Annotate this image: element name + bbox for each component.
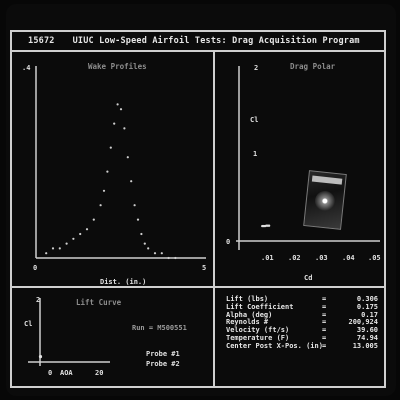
polar-xtick-04: .04 xyxy=(342,254,355,262)
lift-xtick-aoa: AOA xyxy=(60,369,73,377)
polar-ytick-1: 1 xyxy=(253,150,258,158)
wake-xtick-left: 0 xyxy=(33,264,38,272)
wake-xtick-right: 5 xyxy=(202,264,207,272)
wake-point xyxy=(174,256,177,260)
wake-point xyxy=(92,218,95,221)
run-id: 15672 xyxy=(28,36,55,46)
wake-point xyxy=(160,252,163,255)
wake-point xyxy=(116,103,119,106)
panel-divider xyxy=(10,286,386,288)
polar-xlabel: Cd xyxy=(304,274,313,282)
wake-point xyxy=(72,237,75,240)
readout-value: 39.60 xyxy=(356,326,378,335)
wake-point xyxy=(79,232,82,236)
wake-point xyxy=(133,204,136,207)
readout-key: Lift (lbs) xyxy=(226,295,269,303)
readout-key: Alpha (deg) xyxy=(226,310,273,319)
wake-point xyxy=(65,242,68,245)
polar-ylabel: Cl xyxy=(250,116,259,124)
wake-point xyxy=(153,252,157,255)
readout-value: 74.94 xyxy=(356,333,378,342)
wake-point xyxy=(102,189,106,192)
wake-point xyxy=(130,180,133,183)
readout-row-reynolds: Reynolds # = 200,924 xyxy=(226,318,378,327)
readout-row-velocity: Velocity (ft/s) = 39.60 xyxy=(226,326,378,335)
wake-point xyxy=(140,232,143,236)
column-divider xyxy=(213,50,215,388)
polar-xtick-03: .03 xyxy=(315,254,328,262)
readout-row-temperature: Temperature (F) = 74.94 xyxy=(226,333,378,342)
readout-key: Reynolds # xyxy=(226,318,269,327)
wake-xlabel: Dist. (in.) xyxy=(100,278,147,286)
wake-ytick-top: .4 xyxy=(22,64,31,72)
wake-point xyxy=(85,228,89,231)
title-divider xyxy=(10,50,386,52)
readout-value: 13.005 xyxy=(352,341,378,350)
display-frame xyxy=(10,30,386,388)
wake-point xyxy=(126,156,129,159)
readout-key: Lift Coefficient xyxy=(226,302,294,311)
lift-panel-title: Lift Curve xyxy=(76,298,122,307)
wake-point xyxy=(106,170,109,173)
wake-point xyxy=(147,247,150,250)
lift-ytick-2: 2 xyxy=(36,296,41,304)
readout-row-center-post: Center Post X-Pos. (in) = 13.005 xyxy=(226,341,378,350)
readout-value: 0.17 xyxy=(361,310,378,319)
probe-2-label: Probe #2 xyxy=(146,360,180,368)
wake-point xyxy=(99,204,102,207)
readout-key: Center Post X-Pos. (in) xyxy=(226,341,323,350)
photo-label-strip xyxy=(311,175,343,185)
readout-value: 0.175 xyxy=(356,302,378,311)
readout-row-alpha: Alpha (deg) = 0.17 xyxy=(226,310,378,319)
wake-point xyxy=(109,146,112,149)
wake-point xyxy=(113,122,116,125)
readout-value: 0.306 xyxy=(356,295,378,303)
readout-key: Temperature (F) xyxy=(226,333,290,342)
wake-point xyxy=(119,108,123,111)
title-bar: 15672 UIUC Low-Speed Airfoil Tests: Drag … xyxy=(28,36,360,46)
polar-point xyxy=(267,224,271,227)
polar-ytick-0: 0 xyxy=(226,238,231,246)
probe-1-label: Probe #1 xyxy=(146,350,180,358)
polar-xtick-01: .01 xyxy=(261,254,274,262)
photo-burst xyxy=(313,190,336,212)
run-label: Run = M500551 xyxy=(132,324,187,332)
wake-panel-title: Wake Profiles xyxy=(88,62,147,71)
polar-panel-title: Drag Polar xyxy=(290,62,336,71)
wake-point xyxy=(167,256,170,260)
polar-xtick-02: .02 xyxy=(288,254,301,262)
camera-photo-overlay xyxy=(303,170,347,230)
wake-point xyxy=(136,218,140,221)
readout-value: 200,924 xyxy=(348,318,378,327)
wake-point xyxy=(143,242,146,245)
wake-point xyxy=(58,247,61,250)
wake-point xyxy=(45,252,48,255)
readout-table: Lift (lbs) = 0.306 Lift Coefficient = 0.175 … xyxy=(226,295,378,351)
program-title: UIUC Low-Speed Airfoil Tests: Drag Acqui… xyxy=(72,36,360,46)
polar-xtick-05: .05 xyxy=(368,254,381,262)
readout-row-lift-coefficient: Lift Coefficient = 0.175 xyxy=(226,302,378,311)
wake-point xyxy=(123,127,126,130)
readout-key: Velocity (ft/s) xyxy=(226,326,290,335)
lift-xtick-20: 20 xyxy=(95,369,104,377)
readout-row-lift: Lift (lbs) = 0.306 xyxy=(226,295,378,303)
lift-point xyxy=(38,355,43,359)
lift-ylabel: Cl xyxy=(24,320,33,328)
lift-xtick-0: 0 xyxy=(48,369,53,377)
wake-point xyxy=(51,247,55,250)
polar-ytick-2: 2 xyxy=(254,64,259,72)
